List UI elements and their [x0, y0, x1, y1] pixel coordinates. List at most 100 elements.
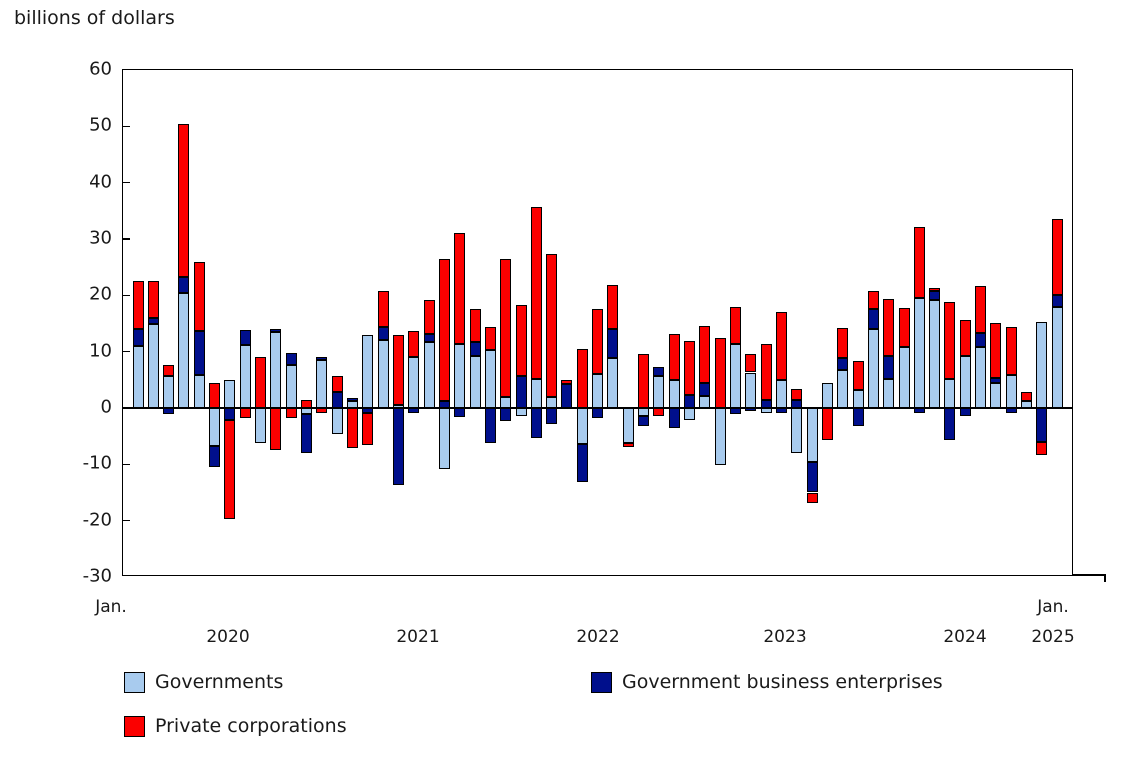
bar-segment-2022-08-government-business-enterprises [607, 329, 619, 358]
bar-segment-2020-08-government-business-enterprises [239, 330, 251, 346]
bar-segment-2023-09-private-corporations [806, 492, 818, 503]
bar-segment-2024-02-governments [883, 378, 895, 408]
bar-segment-2022-10-government-business-enterprises [638, 416, 650, 426]
bar-segment-2020-04-governments [178, 292, 190, 408]
y-tick-label-40: 40 [89, 171, 112, 193]
bar-segment-2024-04-private-corporations [913, 226, 925, 298]
bar-segment-2020-03-governments [163, 376, 175, 408]
bar-segment-2021-07-governments [408, 357, 420, 408]
bar-segment-2020-09-private-corporations [255, 356, 267, 408]
bar-segment-2021-12-private-corporations [484, 327, 496, 350]
y-tick-mark [123, 294, 130, 297]
bar-segment-2024-03-governments [898, 347, 910, 408]
bar-segment-2023-12-governments [852, 389, 864, 408]
y-tick-label-10: 10 [89, 340, 112, 362]
bar-segment-2020-02-governments [147, 324, 159, 408]
bar-segment-2020-04-private-corporations [178, 123, 190, 277]
bar-segment-2022-12-private-corporations [668, 334, 680, 381]
bar-segment-2024-06-private-corporations [944, 301, 956, 379]
x-label-jan-left: Jan. [95, 597, 127, 617]
bar-segment-2024-08-governments [975, 347, 987, 408]
bar-segment-2023-11-governments [837, 370, 849, 408]
bar-segment-2023-02-private-corporations [699, 326, 711, 383]
bar-segment-2022-06-governments [576, 408, 588, 445]
bar-segment-2021-01-government-business-enterprises [316, 356, 328, 361]
bar-segment-2023-02-governments [699, 395, 711, 408]
bar-segment-2022-11-governments [653, 375, 665, 408]
bar-segment-2021-02-private-corporations [331, 375, 343, 393]
bar-segment-2021-02-government-business-enterprises [331, 392, 343, 408]
plot-area [122, 69, 1073, 576]
bar-segment-2022-08-private-corporations [607, 284, 619, 330]
bar-segment-2020-08-private-corporations [239, 408, 251, 419]
bar-segment-2021-12-governments [484, 349, 496, 408]
bar-segment-2021-10-governments [454, 343, 466, 408]
bar-segment-2023-06-private-corporations [760, 343, 772, 401]
bar-segment-2021-07-private-corporations [408, 330, 420, 358]
bar-segment-2020-07-government-business-enterprises [224, 408, 236, 421]
x-label-year-2022: 2022 [576, 627, 620, 647]
bar-segment-2023-04-governments [729, 343, 741, 408]
bar-segment-2023-02-government-business-enterprises [699, 382, 711, 396]
bar-segment-2024-06-government-business-enterprises [944, 408, 956, 440]
private-corporations-swatch-icon [124, 715, 145, 737]
bar-segment-2022-11-government-business-enterprises [653, 366, 665, 376]
bar-segment-2021-03-government-business-enterprises [346, 398, 358, 401]
bar-segment-2023-05-private-corporations [745, 354, 757, 373]
zero-axis-line [123, 407, 1072, 409]
bar-segment-2021-05-governments [377, 339, 389, 408]
bar-segment-2023-04-private-corporations [729, 306, 741, 344]
bar-segment-2024-10-governments [1005, 375, 1017, 408]
bar-segment-2022-01-private-corporations [500, 258, 512, 397]
bar-segment-2020-05-government-business-enterprises [193, 331, 205, 375]
bar-segment-2022-04-government-business-enterprises [546, 408, 558, 425]
y-tick-mark [123, 181, 130, 184]
y-tick-mark [123, 519, 130, 522]
bar-segment-2024-11-private-corporations [1021, 391, 1033, 401]
y-tick-label--20: -20 [82, 509, 112, 531]
bar-segment-2024-02-government-business-enterprises [883, 355, 895, 379]
bar-segment-2020-01-government-business-enterprises [132, 329, 144, 347]
bar-segment-2021-10-private-corporations [454, 233, 466, 344]
bar-segment-2021-12-government-business-enterprises [484, 408, 496, 444]
bar-segment-2022-08-governments [607, 357, 619, 408]
bar-segment-2024-04-governments [913, 297, 925, 408]
bar-segment-2021-10-government-business-enterprises [454, 408, 466, 417]
x-label-year-2021: 2021 [396, 627, 440, 647]
bar-segment-2021-09-governments [438, 408, 450, 470]
bar-segment-2021-06-government-business-enterprises [392, 408, 404, 485]
bar-segment-2024-12-private-corporations [1036, 442, 1048, 455]
x-axis-end-tick [1104, 574, 1106, 583]
bar-segment-2021-08-government-business-enterprises [423, 333, 435, 343]
bar-segment-2023-07-governments [775, 380, 787, 408]
bar-segment-2020-06-governments [209, 408, 221, 446]
bar-segment-2024-03-private-corporations [898, 308, 910, 348]
bar-segment-2021-02-governments [331, 408, 343, 434]
bar-segment-2020-05-private-corporations [193, 261, 205, 332]
bar-segment-2021-04-governments [362, 335, 374, 408]
bar-segment-2021-04-private-corporations [362, 413, 374, 445]
bar-segment-2021-06-private-corporations [392, 335, 404, 406]
bar-segment-2020-02-government-business-enterprises [147, 317, 159, 325]
bar-segment-2024-12-governments [1036, 322, 1048, 408]
bar-segment-2020-10-private-corporations [270, 408, 282, 450]
bar-segment-2022-12-governments [668, 380, 680, 408]
bar-segment-2022-10-private-corporations [638, 353, 650, 408]
bar-segment-2022-02-government-business-enterprises [515, 376, 527, 408]
bar-segment-2023-01-government-business-enterprises [684, 395, 696, 408]
bar-segment-2024-07-private-corporations [959, 320, 971, 357]
bar-segment-2024-08-private-corporations [975, 286, 987, 333]
bar-segment-2022-07-governments [592, 373, 604, 408]
bar-segment-2024-07-governments [959, 356, 971, 408]
bar-segment-2020-12-government-business-enterprises [301, 414, 313, 454]
x-label-year-2023: 2023 [763, 627, 807, 647]
x-label-year-2024: 2024 [943, 627, 987, 647]
bar-segment-2023-09-government-business-enterprises [806, 461, 818, 493]
legend-label-private-corporations: Private corporations [155, 715, 347, 737]
bar-segment-2022-07-government-business-enterprises [592, 408, 604, 418]
bar-segment-2021-11-private-corporations [469, 308, 481, 343]
bar-segment-2020-01-governments [132, 346, 144, 408]
y-tick-mark [123, 238, 130, 240]
bar-segment-2020-09-governments [255, 408, 267, 443]
bar-segment-2023-08-private-corporations [791, 389, 803, 401]
